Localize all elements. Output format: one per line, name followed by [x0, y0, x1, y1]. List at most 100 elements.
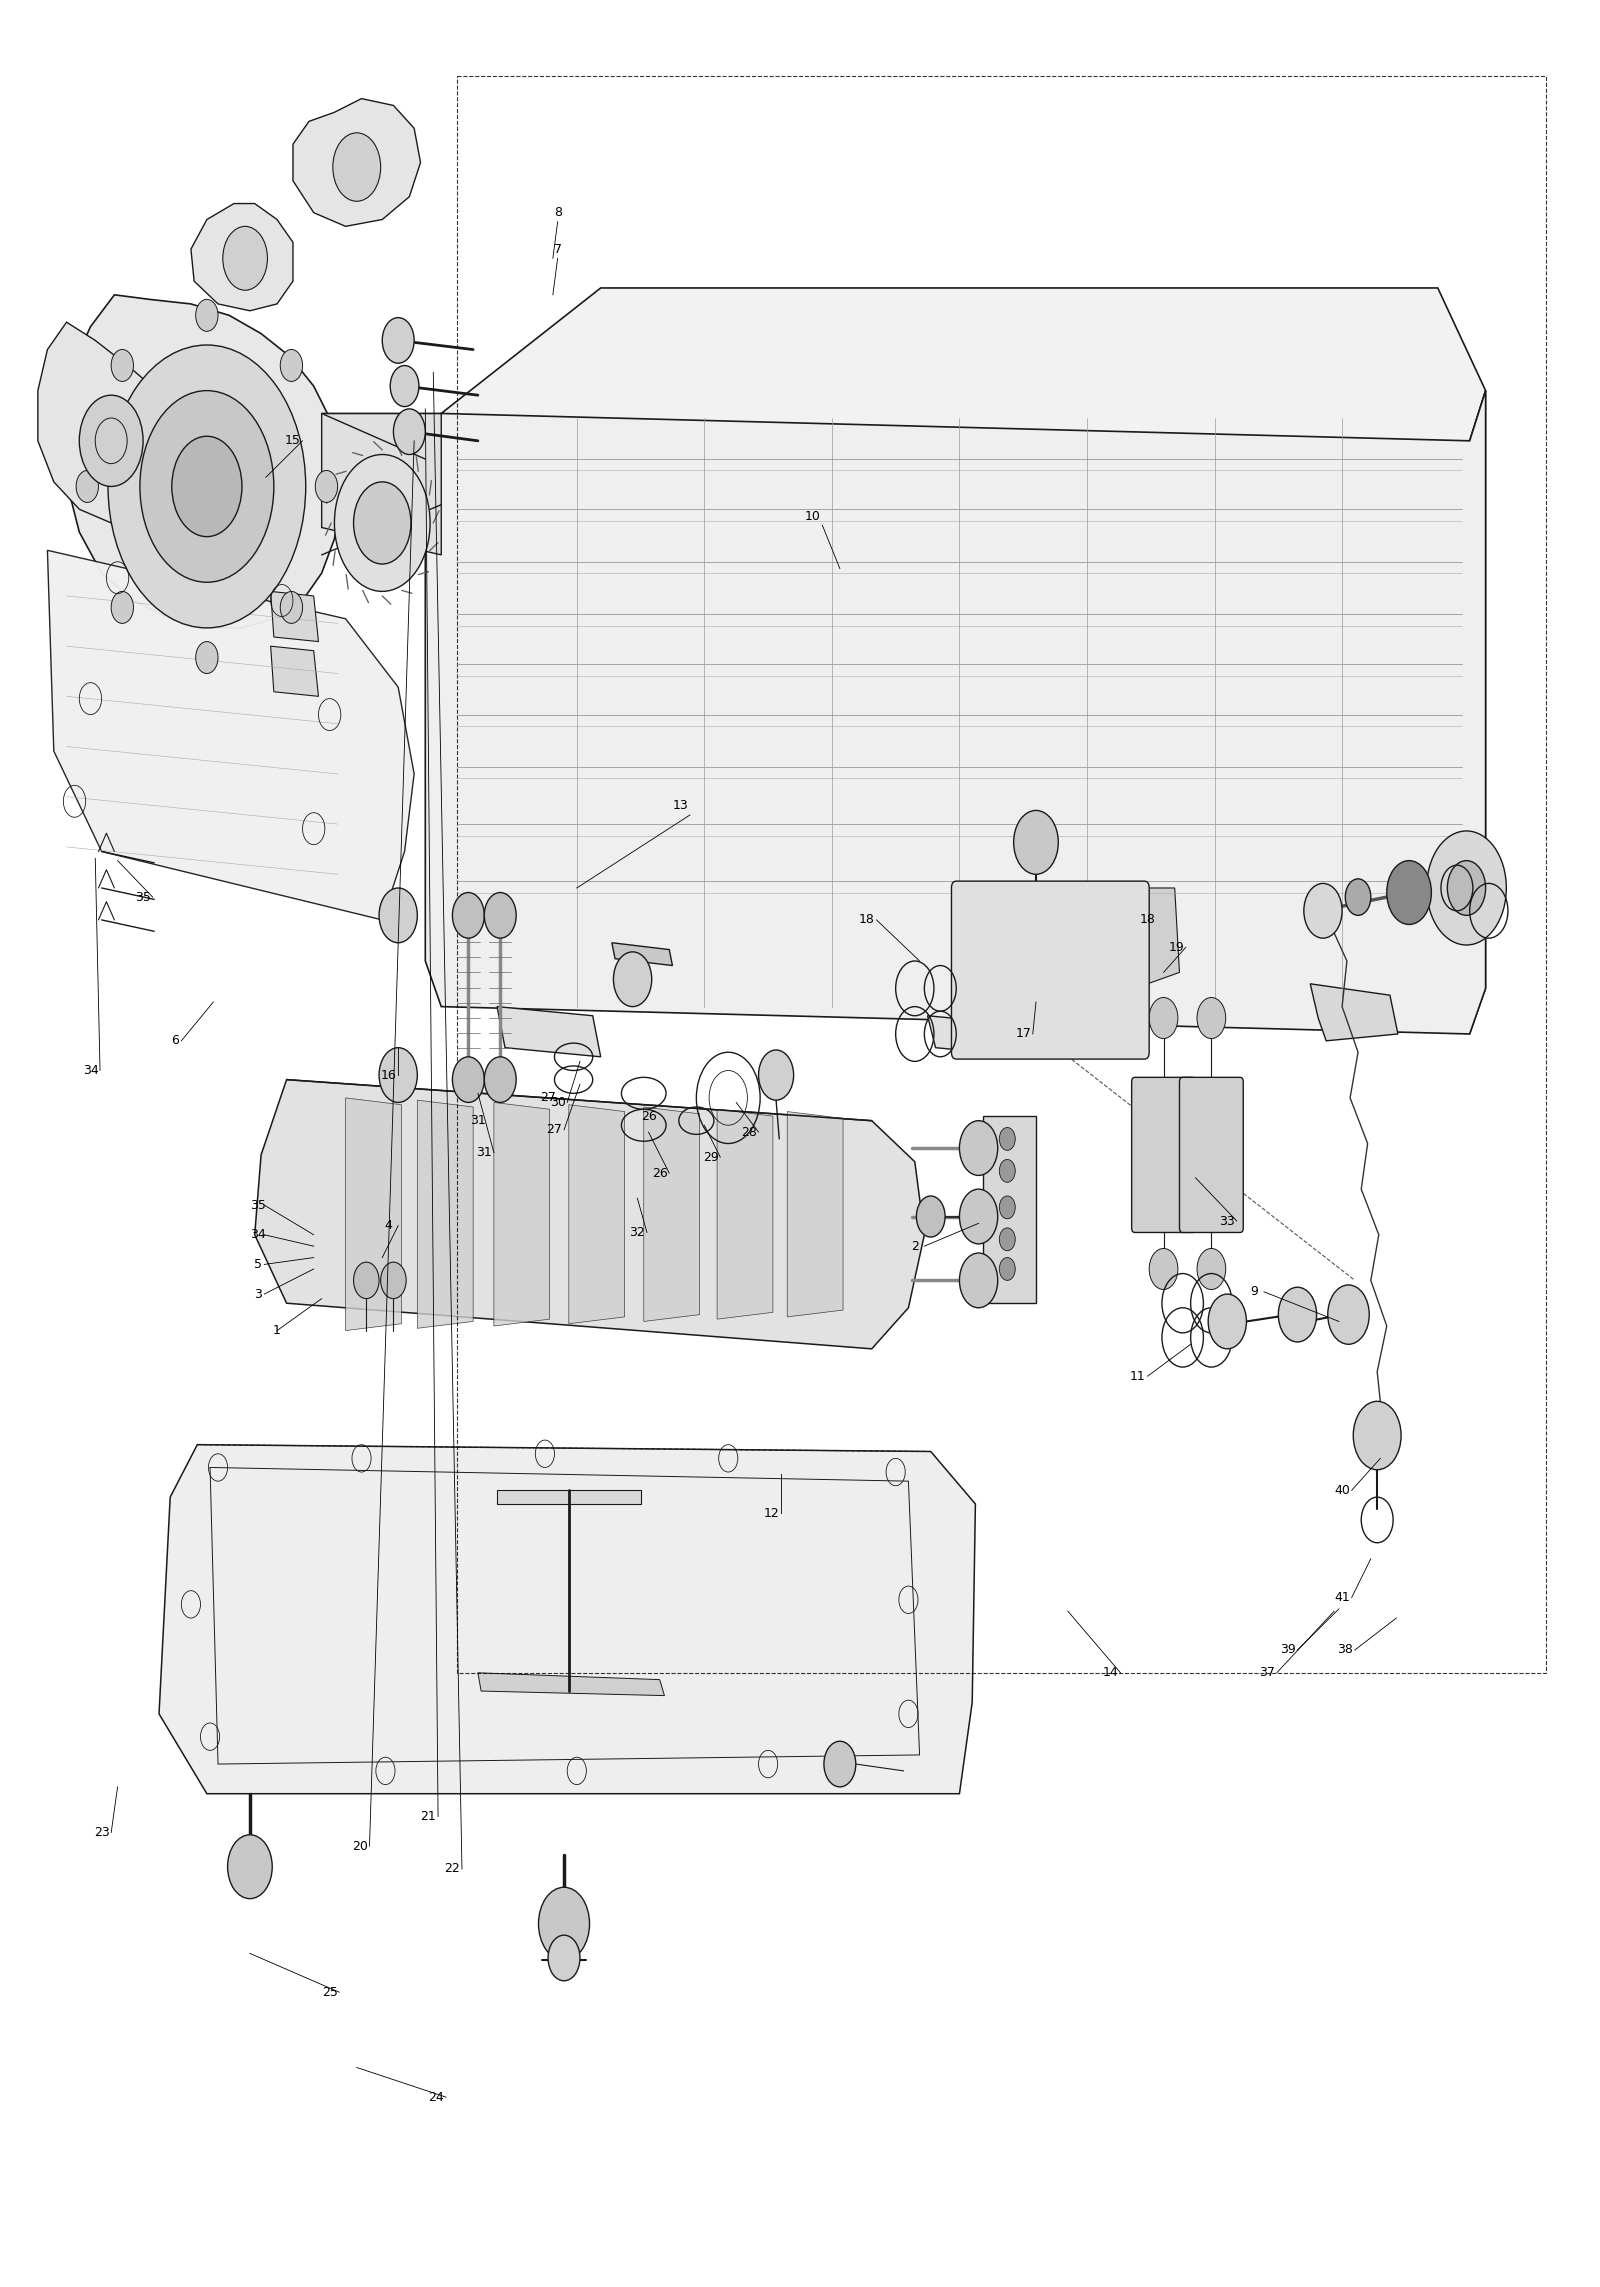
- Circle shape: [1208, 1294, 1246, 1349]
- Text: 10: 10: [805, 510, 821, 524]
- Circle shape: [139, 391, 274, 583]
- Text: 11: 11: [1130, 1370, 1146, 1384]
- Text: 20: 20: [352, 1839, 368, 1852]
- Circle shape: [1427, 830, 1506, 945]
- Circle shape: [1000, 1196, 1016, 1219]
- Text: 18: 18: [1139, 913, 1155, 926]
- Text: 3: 3: [254, 1288, 262, 1301]
- Circle shape: [1000, 1228, 1016, 1251]
- Text: 26: 26: [640, 1109, 656, 1123]
- Polygon shape: [270, 592, 318, 643]
- Text: 4: 4: [384, 1219, 392, 1233]
- Polygon shape: [984, 1116, 1035, 1304]
- Circle shape: [485, 1057, 517, 1102]
- Polygon shape: [426, 391, 1486, 1034]
- Circle shape: [1346, 878, 1371, 915]
- Circle shape: [379, 1047, 418, 1102]
- Polygon shape: [190, 204, 293, 311]
- FancyBboxPatch shape: [1131, 1077, 1195, 1233]
- Text: 26: 26: [651, 1166, 667, 1180]
- Text: 8: 8: [554, 206, 562, 220]
- Text: 18: 18: [859, 913, 875, 926]
- Circle shape: [1000, 1258, 1016, 1281]
- Text: 28: 28: [741, 1125, 757, 1139]
- Circle shape: [1328, 1285, 1370, 1345]
- Circle shape: [110, 592, 133, 624]
- Circle shape: [1354, 1402, 1402, 1471]
- Polygon shape: [158, 1445, 976, 1793]
- Text: 21: 21: [421, 1809, 437, 1823]
- Circle shape: [1387, 860, 1432, 924]
- Circle shape: [280, 592, 302, 624]
- Circle shape: [110, 350, 133, 382]
- Text: 12: 12: [763, 1507, 779, 1519]
- Text: 23: 23: [94, 1825, 109, 1839]
- Circle shape: [315, 471, 338, 503]
- Circle shape: [1000, 1160, 1016, 1182]
- Text: 1: 1: [274, 1324, 282, 1338]
- Circle shape: [77, 471, 99, 503]
- Polygon shape: [478, 1672, 664, 1695]
- Text: 24: 24: [429, 2090, 445, 2104]
- Polygon shape: [498, 1006, 600, 1057]
- Polygon shape: [254, 1079, 925, 1349]
- Text: 7: 7: [554, 242, 562, 256]
- Text: 13: 13: [672, 800, 688, 812]
- Polygon shape: [38, 322, 190, 524]
- Circle shape: [549, 1935, 579, 1981]
- Polygon shape: [643, 1107, 699, 1322]
- Text: 19: 19: [1168, 940, 1184, 954]
- Text: 27: 27: [547, 1123, 562, 1137]
- Circle shape: [485, 892, 517, 938]
- Circle shape: [758, 1050, 794, 1100]
- Text: 31: 31: [477, 1146, 493, 1160]
- Text: 22: 22: [445, 1862, 461, 1875]
- Polygon shape: [418, 1100, 474, 1329]
- Text: 41: 41: [1334, 1592, 1350, 1603]
- Circle shape: [334, 455, 430, 592]
- Polygon shape: [346, 1098, 402, 1331]
- Text: 25: 25: [322, 1985, 338, 1999]
- Text: 34: 34: [83, 1063, 98, 1077]
- Circle shape: [1197, 997, 1226, 1038]
- Circle shape: [917, 1196, 946, 1237]
- Text: 16: 16: [381, 1068, 397, 1082]
- Circle shape: [960, 1121, 998, 1176]
- Circle shape: [382, 318, 414, 364]
- Circle shape: [1149, 997, 1178, 1038]
- Text: 40: 40: [1334, 1484, 1350, 1496]
- Polygon shape: [494, 1102, 550, 1326]
- Circle shape: [354, 483, 411, 565]
- Polygon shape: [928, 1015, 1030, 1057]
- Circle shape: [222, 226, 267, 290]
- Circle shape: [80, 396, 142, 487]
- Circle shape: [960, 1253, 998, 1308]
- Text: 29: 29: [702, 1150, 718, 1164]
- Circle shape: [1448, 860, 1486, 915]
- Polygon shape: [787, 1111, 843, 1317]
- Polygon shape: [442, 288, 1486, 501]
- Polygon shape: [1142, 887, 1179, 983]
- Polygon shape: [611, 942, 672, 965]
- Circle shape: [333, 133, 381, 201]
- Circle shape: [1197, 1249, 1226, 1290]
- Circle shape: [1149, 1249, 1178, 1290]
- Circle shape: [1278, 1288, 1317, 1342]
- Polygon shape: [1310, 983, 1398, 1041]
- Text: 15: 15: [285, 435, 301, 448]
- Polygon shape: [270, 647, 318, 695]
- Circle shape: [453, 892, 485, 938]
- Circle shape: [354, 1262, 379, 1299]
- Text: 30: 30: [550, 1095, 565, 1109]
- Text: 2: 2: [910, 1240, 918, 1253]
- Polygon shape: [498, 1491, 640, 1505]
- Text: 35: 35: [134, 890, 150, 903]
- Circle shape: [394, 409, 426, 455]
- Circle shape: [195, 643, 218, 675]
- Polygon shape: [64, 295, 341, 629]
- Text: 14: 14: [1102, 1667, 1118, 1679]
- Circle shape: [824, 1740, 856, 1786]
- Circle shape: [613, 951, 651, 1006]
- Text: 17: 17: [1016, 1027, 1030, 1041]
- Polygon shape: [48, 551, 414, 919]
